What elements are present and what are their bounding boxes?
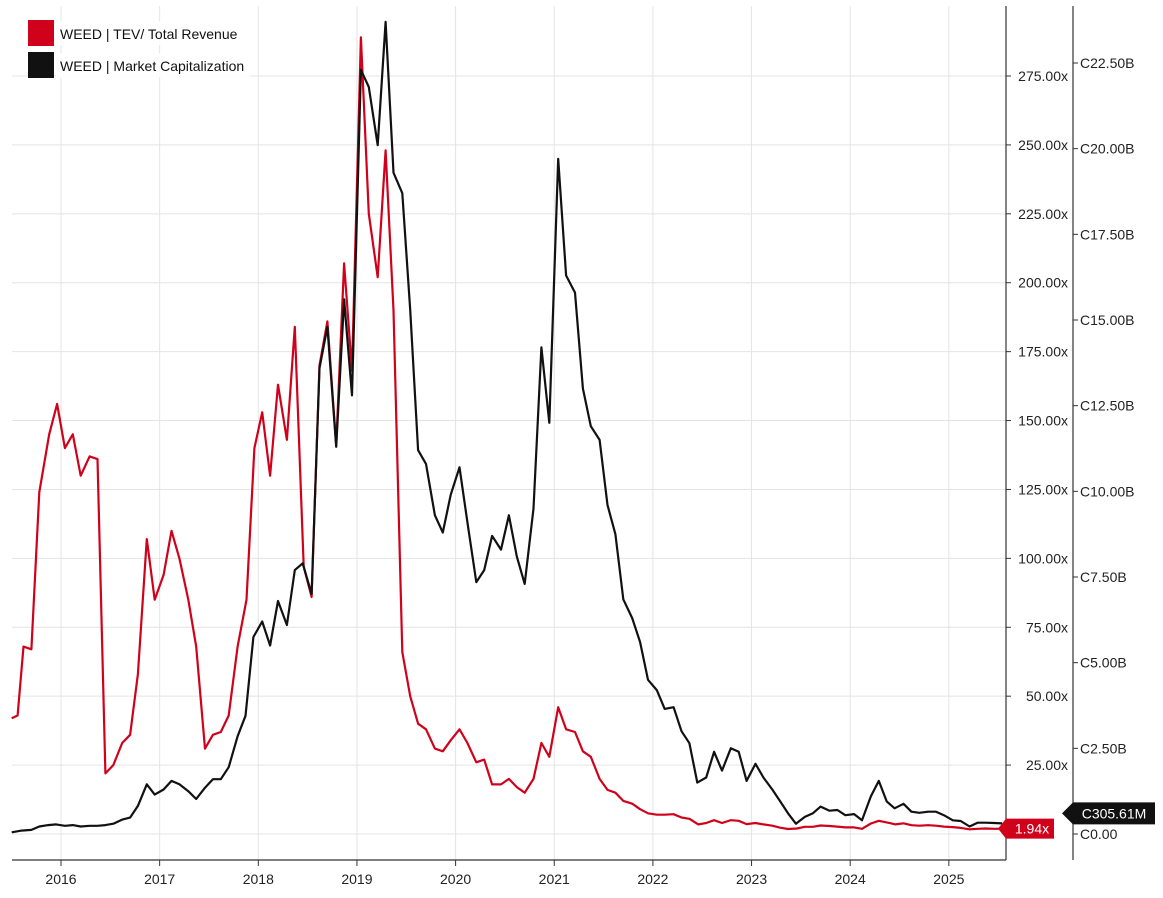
right-axis-tick-label: C22.50B <box>1080 55 1134 71</box>
x-tick-label: 2025 <box>933 871 964 887</box>
left-axis-tick-label: 250.00x <box>1018 137 1068 153</box>
tev-revenue-series-line <box>11 36 1003 831</box>
tev-latest-value: 1.94x <box>1015 821 1049 837</box>
x-tick-label: 2018 <box>243 871 274 887</box>
legend-label-bg <box>56 53 251 77</box>
legend-swatch-market-cap <box>28 52 54 78</box>
x-tick-label: 2020 <box>440 871 471 887</box>
left-axis-tick-label: 175.00x <box>1018 344 1068 360</box>
left-axis-tick-label: 25.00x <box>1026 757 1068 773</box>
grid-lines <box>12 6 1006 860</box>
legend-label-market-cap: WEED | Market Capitalization <box>60 58 244 74</box>
right-axis-tick-label: C17.50B <box>1080 226 1134 242</box>
legend-label-bg <box>56 21 244 45</box>
plot-area <box>12 6 1006 860</box>
left-axis-tick-label: 50.00x <box>1026 688 1068 704</box>
x-tick-label: 2016 <box>45 871 76 887</box>
left-axis-tick-label: 150.00x <box>1018 413 1068 429</box>
right-axis-tick-label: C12.50B <box>1080 398 1134 414</box>
market-cap-series-line <box>11 20 1003 834</box>
x-tick-label: 2021 <box>539 871 570 887</box>
x-tick-label: 2022 <box>637 871 668 887</box>
left-axis-tick-label: 125.00x <box>1018 481 1068 497</box>
left-axis-tick-label: 75.00x <box>1026 619 1068 635</box>
left-axis-tick-label: 275.00x <box>1018 68 1068 84</box>
x-tick-label: 2023 <box>736 871 767 887</box>
right-axis-tick-label: C2.50B <box>1080 740 1127 756</box>
series-layer <box>11 20 1003 834</box>
market-cap-latest-badge <box>1062 802 1155 825</box>
latest-value-badges: 1.94x C305.61M <box>998 802 1155 839</box>
x-tick-label: 2019 <box>341 871 372 887</box>
legend-swatch-tev <box>28 20 54 46</box>
right-axis-tick-label: C20.00B <box>1080 141 1134 157</box>
x-tick-label: 2017 <box>144 871 175 887</box>
x-tick-label: 2024 <box>835 871 866 887</box>
right-axis-tick-label: C10.00B <box>1080 483 1134 499</box>
left-axis-tick-label: 225.00x <box>1018 206 1068 222</box>
axes: 2016 2017 2018 2019 2020 2021 2022 2023 2024 2025… <box>12 6 1134 887</box>
left-axis-tick-label: 200.00x <box>1018 275 1068 291</box>
legend-label-tev: WEED | TEV/ Total Revenue <box>60 26 238 42</box>
left-axis-tick-label: 100.00x <box>1018 550 1068 566</box>
right-axis-tick-label: C0.00 <box>1080 826 1118 842</box>
market-cap-latest-value: C305.61M <box>1082 805 1147 821</box>
legend: WEED | TEV/ Total Revenue WEED | Market C… <box>28 20 251 78</box>
right-axis-tick-label: C7.50B <box>1080 569 1127 585</box>
right-axis-tick-label: C15.00B <box>1080 312 1134 328</box>
right-axis-tick-label: C5.00B <box>1080 655 1127 671</box>
tev-latest-badge <box>998 818 1054 839</box>
